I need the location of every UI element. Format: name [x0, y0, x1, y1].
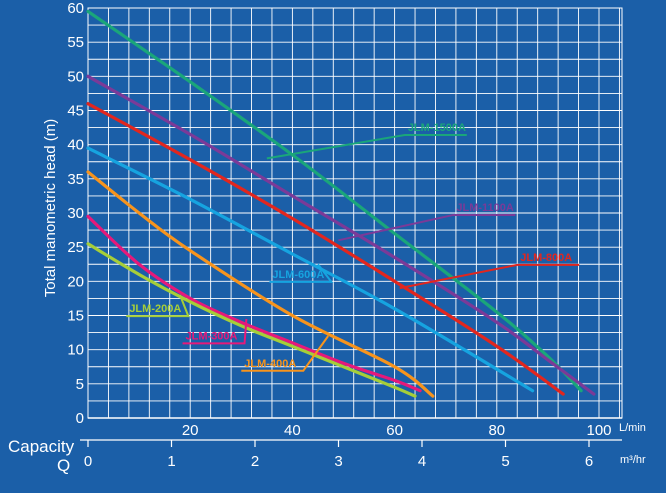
- series-line-jlm-800a: [86, 102, 565, 396]
- x2-tick-label: 3: [334, 453, 342, 470]
- y-axis-label: Total manometric head (m): [42, 119, 59, 297]
- x-unit-label: L/min: [619, 422, 646, 434]
- y-tick-label: 10: [67, 342, 84, 359]
- y-tick-label: 40: [67, 137, 84, 154]
- y-tick-label: 35: [67, 171, 84, 188]
- q-label: Q: [57, 456, 70, 475]
- y-tick-label: 5: [76, 376, 84, 393]
- y-tick-label: 50: [67, 68, 84, 85]
- series-label-jlm-200a: JLM-200A: [129, 303, 181, 315]
- series-label-jlm-400a: JLM-400A: [244, 358, 296, 370]
- y-tick-label: 0: [76, 410, 84, 427]
- y-tick-label: 30: [67, 205, 84, 222]
- series-leader-jlm-600a: [269, 263, 334, 283]
- series-line-jlm-600a: [86, 146, 535, 393]
- x-tick-label: 20: [182, 422, 199, 439]
- series-leader-jlm-1500a: [266, 134, 467, 160]
- y-tick-label: 60: [67, 0, 84, 17]
- y-tick-label: 20: [67, 273, 84, 290]
- series-label-jlm-600a: JLM-600A: [272, 269, 324, 281]
- x-tick-label: 100: [586, 422, 611, 439]
- y-tick-label: 25: [67, 239, 84, 256]
- series-line-jlm-200a: [86, 242, 417, 398]
- chart-series-labels: JLM-1500A JLM-1100A JLM-800A JLM-600A JLM-40…: [126, 122, 580, 372]
- x-tick-label: 80: [488, 422, 505, 439]
- x2-tick-label: 2: [251, 453, 259, 470]
- series-leader-jlm-300a: [182, 318, 248, 345]
- x2-unit-label: m³/hr: [620, 454, 646, 466]
- chart-grid: [87, 7, 623, 419]
- y-tick-label: 45: [67, 103, 84, 120]
- series-line-jlm-400a: [86, 170, 435, 398]
- series-label-jlm-1500a: JLM-1500A: [408, 122, 466, 134]
- series-leader-jlm-800a: [399, 263, 580, 290]
- series-label-jlm-300a: JLM-300A: [186, 330, 238, 342]
- x-tick-label: 40: [284, 422, 301, 439]
- y-tick-label: 55: [67, 34, 84, 51]
- series-line-jlm-1500a: [86, 9, 583, 393]
- chart-series: [86, 9, 596, 398]
- series-leader-jlm-200a: [126, 294, 190, 318]
- capacity-label: Capacity: [8, 437, 75, 456]
- series-line-jlm-300a: [86, 214, 422, 393]
- x2-tick-label: 1: [167, 453, 175, 470]
- series-label-jlm-1100a: JLM-1100A: [456, 202, 514, 214]
- series-leader-jlm-400a: [241, 335, 329, 372]
- x2-tick-label: 4: [418, 453, 426, 470]
- y-tick-label: 15: [67, 308, 84, 325]
- x2-tick-label: 5: [501, 453, 509, 470]
- x2-tick-label: 6: [585, 453, 593, 470]
- series-leader-jlm-1100a: [338, 213, 516, 242]
- x-tick-label: 60: [386, 422, 403, 439]
- x2-tick-label: 0: [84, 453, 92, 470]
- series-label-jlm-800a: JLM-800A: [520, 252, 572, 264]
- series-line-jlm-1100a: [86, 74, 596, 396]
